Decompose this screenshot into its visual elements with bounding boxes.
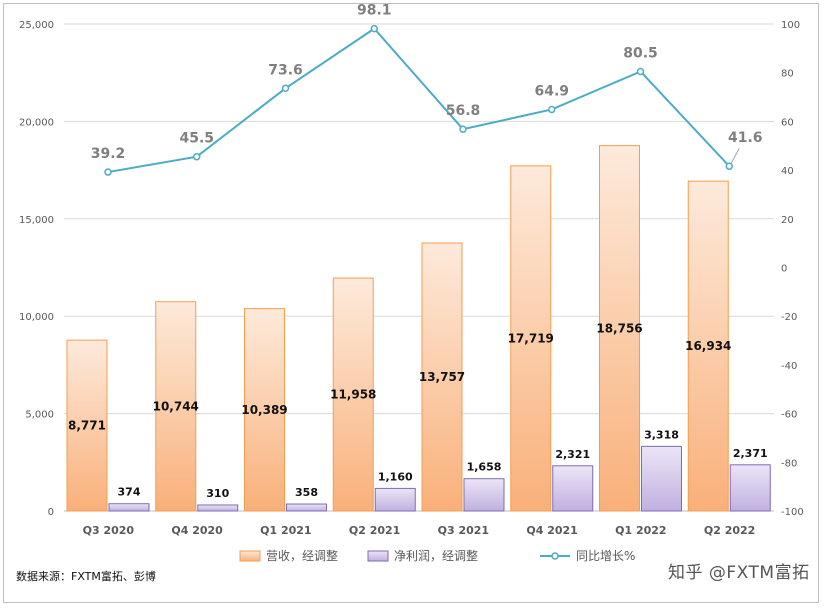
- x-tick-label: Q3 2021: [438, 524, 489, 537]
- y-right-tick-label: 0: [781, 264, 787, 275]
- x-tick-label: Q1 2021: [260, 524, 311, 537]
- legend-label: 同比增长%: [576, 549, 635, 563]
- growth-data-label: 39.2: [91, 146, 126, 162]
- y-right-tick-label: -80: [781, 458, 797, 469]
- y-right-tick-label: -60: [781, 410, 797, 421]
- y-right-tick-label: 20: [781, 215, 794, 226]
- growth-label-leader: [730, 147, 740, 164]
- y-right-tick-label: 60: [781, 117, 794, 128]
- net-profit-data-label: 1,658: [467, 461, 502, 474]
- revenue-bar: [687, 180, 729, 512]
- net-profit-bar: [197, 504, 239, 512]
- y-right-tick-label: -100: [781, 507, 804, 518]
- y-right-tick-label: 100: [781, 20, 800, 31]
- growth-data-label: 56.8: [446, 103, 481, 119]
- growth-data-label: 64.9: [534, 83, 569, 99]
- y-left-tick-label: 15,000: [19, 215, 54, 226]
- growth-point: [548, 105, 556, 114]
- revenue-data-label: 13,757: [419, 370, 465, 384]
- growth-data-label: 41.6: [728, 130, 763, 146]
- y-right-tick-label: -40: [781, 361, 797, 372]
- y-left-tick-label: 10,000: [19, 312, 54, 323]
- y-left-tick-label: 20,000: [19, 117, 54, 128]
- legend-marker: [551, 552, 559, 560]
- net-profit-data-label: 2,371: [733, 447, 768, 460]
- watermark: 知乎 @FXTM富拓: [668, 563, 810, 583]
- legend-label: 营收，经调整: [266, 548, 338, 563]
- revenue-data-label: 10,389: [241, 403, 287, 417]
- net-profit-bar: [552, 465, 594, 512]
- y-right-tick-label: -20: [781, 312, 797, 323]
- net-profit-data-label: 1,160: [378, 470, 413, 483]
- revenue-bar: [510, 165, 552, 512]
- x-tick-label: Q3 2020: [83, 524, 135, 537]
- growth-point: [459, 125, 467, 133]
- revenue-data-label: 18,756: [596, 321, 642, 335]
- revenue-bar: [66, 339, 108, 512]
- x-tick-label: Q4 2021: [526, 524, 577, 537]
- y-right-tick-label: 40: [781, 166, 794, 177]
- growth-point: [193, 152, 201, 161]
- x-tick-label: Q4 2020: [171, 524, 223, 537]
- growth-point: [281, 84, 290, 93]
- net-profit-data-label: 2,321: [555, 448, 590, 461]
- net-profit-bar: [641, 445, 682, 512]
- y-left-tick-label: 5,000: [25, 410, 54, 421]
- growth-point: [104, 168, 112, 176]
- y-right-tick-label: 80: [781, 69, 794, 80]
- net-profit-data-label: 310: [206, 487, 229, 500]
- revenue-bar: [155, 301, 197, 512]
- growth-point: [636, 67, 645, 76]
- net-profit-data-label: 374: [118, 486, 141, 499]
- growth-data-label: 45.5: [179, 131, 214, 147]
- net-profit-bar: [286, 503, 327, 512]
- y-left-tick-label: 0: [48, 507, 54, 518]
- revenue-data-label: 10,744: [153, 399, 199, 413]
- net-profit-data-label: 358: [295, 486, 318, 499]
- y-left-tick-label: 25,000: [19, 20, 54, 31]
- net-profit-bar: [729, 464, 771, 512]
- revenue-data-label: 17,719: [508, 331, 554, 345]
- growth-point: [725, 162, 733, 170]
- legend-swatch: [239, 550, 261, 562]
- revenue-data-label: 8,771: [68, 419, 106, 433]
- growth-line: [107, 27, 730, 174]
- x-tick-label: Q2 2021: [349, 524, 400, 537]
- net-profit-bar: [108, 503, 150, 512]
- growth-point: [370, 24, 378, 33]
- revenue-bar: [599, 145, 640, 512]
- growth-data-label: 73.6: [268, 62, 303, 78]
- x-tick-label: Q1 2022: [615, 524, 666, 537]
- x-tick-label: Q2 2022: [704, 524, 755, 537]
- revenue-bar: [421, 242, 463, 512]
- growth-data-label: 98.1: [357, 3, 392, 19]
- source-note: 数据来源：FXTM富拓、彭博: [16, 570, 156, 583]
- revenue-data-label: 16,934: [685, 339, 731, 353]
- net-profit-data-label: 3,318: [644, 428, 679, 441]
- legend-swatch: [367, 550, 389, 562]
- legend-label: 净利润，经调整: [394, 548, 478, 563]
- revenue-bar: [332, 277, 374, 512]
- net-profit-bar: [374, 487, 416, 512]
- net-profit-bar: [463, 478, 505, 512]
- revenue-data-label: 11,958: [330, 388, 376, 402]
- revenue-bar: [244, 308, 285, 512]
- growth-data-label: 80.5: [623, 45, 658, 61]
